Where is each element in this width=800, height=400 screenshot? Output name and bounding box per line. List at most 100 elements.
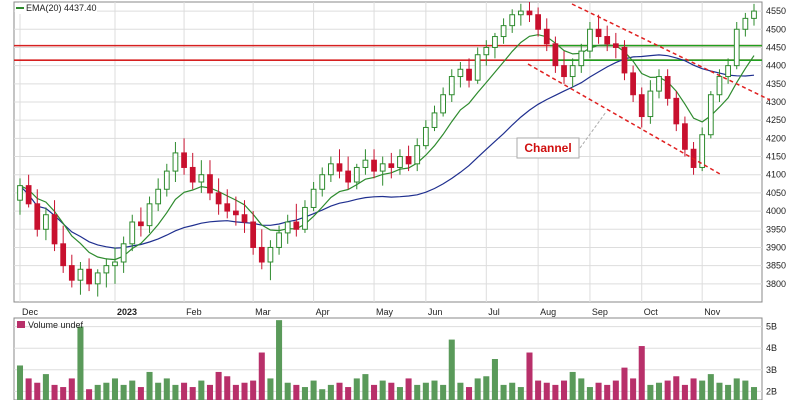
candle bbox=[267, 240, 274, 281]
volume-bars bbox=[16, 320, 758, 400]
candle bbox=[215, 178, 222, 215]
candle bbox=[302, 200, 308, 233]
candle bbox=[656, 69, 662, 99]
candle bbox=[604, 25, 611, 52]
candle bbox=[431, 105, 438, 132]
price-y-tick: 4350 bbox=[766, 79, 786, 89]
price-y-tick: 3900 bbox=[766, 242, 786, 252]
candle bbox=[595, 14, 602, 44]
candle-body bbox=[388, 163, 395, 168]
volume-y-tick: 2B bbox=[766, 386, 777, 396]
candle bbox=[207, 160, 213, 201]
price-x-tick: May bbox=[376, 307, 394, 317]
candle bbox=[77, 262, 84, 295]
candle-body bbox=[716, 76, 723, 96]
volume-bar bbox=[42, 374, 49, 400]
volume-bar bbox=[241, 382, 248, 400]
candle bbox=[198, 160, 205, 193]
price-x-tick: Sep bbox=[592, 307, 608, 317]
volume-legend: Volume undef bbox=[17, 320, 84, 330]
candle-body bbox=[327, 163, 334, 176]
candle-body bbox=[543, 28, 550, 45]
volume-panel bbox=[13, 317, 763, 400]
channel-annotation-text: Channel bbox=[524, 141, 571, 155]
volume-bar bbox=[543, 382, 550, 400]
candle bbox=[448, 69, 455, 102]
candle bbox=[682, 116, 688, 157]
candle-body bbox=[138, 221, 144, 227]
candle-body bbox=[742, 17, 749, 30]
volume-bar bbox=[301, 387, 308, 400]
candle-body bbox=[397, 156, 403, 168]
channel-upper-line bbox=[571, 3, 771, 101]
candle bbox=[25, 174, 32, 208]
candle-body bbox=[405, 156, 412, 165]
candle bbox=[483, 40, 490, 66]
candle bbox=[258, 229, 265, 270]
candle bbox=[673, 91, 680, 132]
long-ma-line bbox=[19, 54, 755, 249]
candle-body bbox=[638, 94, 645, 118]
volume-bar bbox=[586, 387, 593, 400]
volume-bar bbox=[483, 376, 490, 400]
candle bbox=[621, 40, 628, 81]
volume-y-axis: 2B 3B 4B 5B bbox=[766, 322, 777, 397]
price-x-tick: Dec bbox=[22, 307, 39, 317]
price-y-tick: 4050 bbox=[766, 188, 786, 198]
volume-bar bbox=[742, 380, 749, 400]
candle-body bbox=[483, 46, 490, 56]
volume-bar bbox=[733, 378, 740, 400]
volume-bar bbox=[673, 376, 680, 400]
candle bbox=[319, 167, 326, 197]
candle-body bbox=[751, 10, 757, 19]
candle bbox=[34, 189, 41, 237]
price-y-tick: 4500 bbox=[766, 24, 786, 34]
candle-body bbox=[43, 214, 49, 230]
candle-body bbox=[500, 25, 507, 38]
volume-bar bbox=[362, 374, 369, 400]
volume-bar bbox=[224, 376, 231, 400]
candle bbox=[371, 149, 377, 179]
candle-body bbox=[163, 170, 170, 190]
volume-bar bbox=[353, 378, 360, 400]
price-x-tick: Apr bbox=[316, 307, 330, 317]
price-y-tick: 4000 bbox=[766, 206, 786, 216]
volume-bar bbox=[189, 387, 196, 400]
volume-bar bbox=[293, 384, 300, 400]
volume-bar bbox=[206, 384, 213, 400]
ema-legend-value: 4437.40 bbox=[64, 3, 97, 13]
candle-body bbox=[189, 166, 196, 183]
candle-body bbox=[561, 65, 567, 78]
candle-body bbox=[431, 112, 438, 128]
candle-body bbox=[345, 170, 352, 183]
channel-lower-line bbox=[527, 63, 721, 175]
candle bbox=[146, 196, 153, 233]
candle bbox=[725, 58, 731, 84]
candle-body bbox=[621, 46, 628, 74]
volume-y-tick: 3B bbox=[766, 365, 777, 375]
candle bbox=[233, 196, 239, 226]
candle-body bbox=[595, 28, 602, 38]
volume-bar bbox=[431, 380, 438, 400]
volume-bar bbox=[103, 382, 110, 400]
candle-body bbox=[155, 188, 162, 205]
price-y-tick: 3850 bbox=[766, 261, 786, 271]
volume-bar bbox=[319, 389, 326, 400]
candle bbox=[276, 225, 282, 255]
volume-bar bbox=[34, 382, 41, 400]
candle-body bbox=[25, 185, 32, 205]
candle bbox=[457, 62, 464, 88]
candle-body bbox=[172, 152, 179, 172]
price-x-tick: 2023 bbox=[117, 307, 137, 317]
volume-title: Volume undef bbox=[28, 320, 84, 330]
candle-body bbox=[198, 174, 205, 183]
candle-body bbox=[103, 265, 110, 274]
moving-averages bbox=[19, 34, 755, 261]
price-y-tick: 4300 bbox=[766, 97, 786, 107]
volume-bar bbox=[250, 380, 257, 400]
candle-body bbox=[535, 14, 541, 30]
candle-body bbox=[526, 10, 533, 16]
volume-bar bbox=[517, 387, 524, 400]
candle bbox=[68, 254, 75, 288]
